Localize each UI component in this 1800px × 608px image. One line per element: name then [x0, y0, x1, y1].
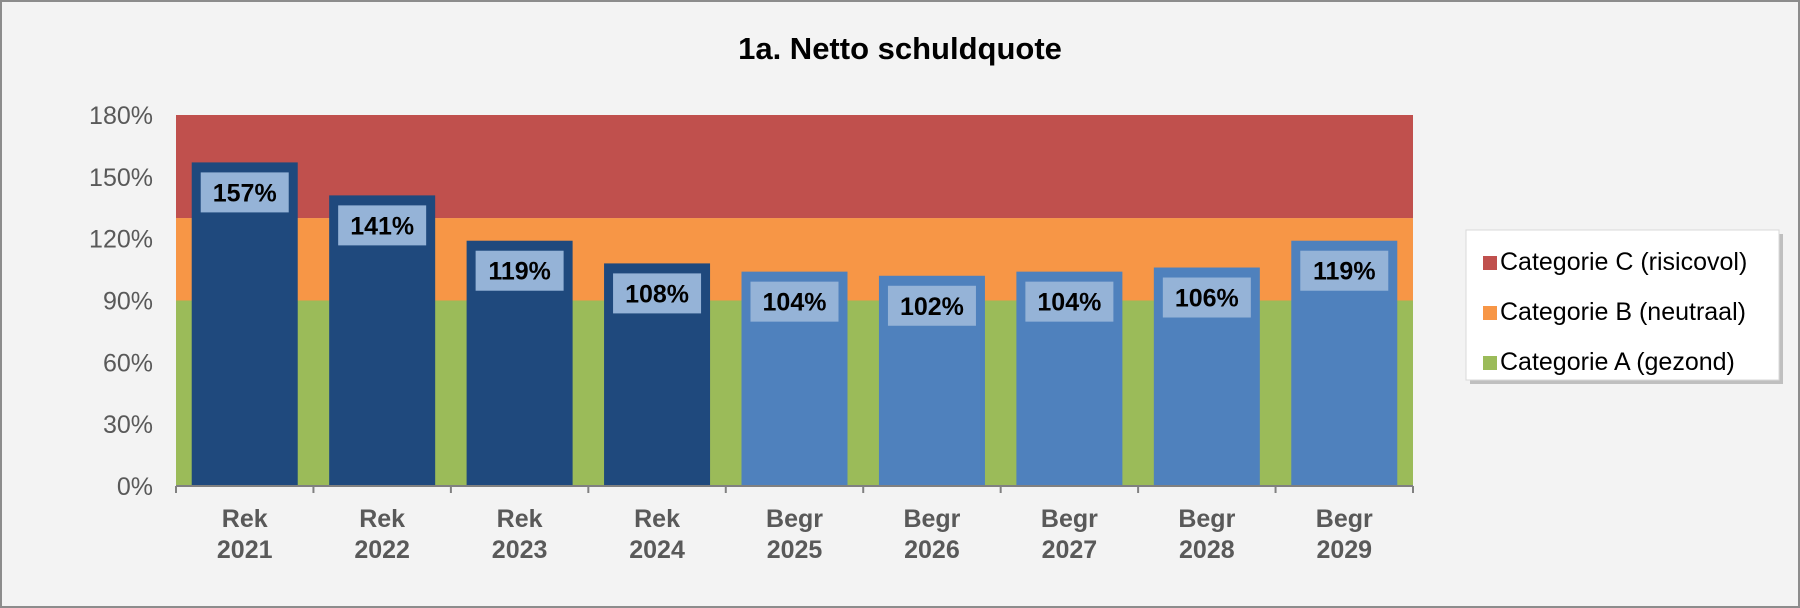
legend-box	[1465, 229, 1780, 381]
data-label-box-4	[613, 273, 702, 314]
y-tick-label: 0%	[117, 473, 153, 501]
chart-title: 1a. Netto schuldquote	[738, 31, 1062, 66]
data-label-8: 106%	[1175, 285, 1239, 313]
legend-label-2: Categorie B (neutraal)	[1500, 298, 1746, 326]
data-label-9: 119%	[1313, 258, 1376, 286]
x-tick-label: Begr 2027	[1041, 505, 1098, 564]
bars: 157% 141% 119% 108% 104% 102% 104% 106% 119%	[191, 162, 1398, 486]
data-label-box-1	[200, 172, 289, 213]
data-label-1: 157%	[213, 179, 277, 207]
data-label-box-2	[338, 205, 427, 246]
legend-swatch-1	[1483, 256, 1497, 270]
data-label-box-9	[1300, 250, 1389, 291]
legend-swatch-2	[1483, 306, 1497, 320]
data-label-box-7	[1025, 281, 1114, 322]
x-tick-label: Rek 2023	[492, 505, 548, 564]
x-tick-label: Rek 2022	[354, 505, 410, 564]
y-tick-label: 150%	[89, 164, 153, 192]
data-label-7: 104%	[1037, 289, 1101, 317]
data-label-2: 141%	[350, 212, 414, 240]
data-label-6: 102%	[900, 293, 964, 321]
y-tick-label: 60%	[103, 349, 153, 377]
data-label-box-5	[750, 281, 839, 322]
y-tick-label: 120%	[89, 226, 153, 254]
data-label-3: 119%	[488, 258, 551, 286]
x-tick-label: Begr 2028	[1178, 505, 1235, 564]
y-tick-label: 90%	[103, 288, 153, 316]
x-tick-label: Rek 2021	[217, 505, 273, 564]
data-label-4: 108%	[625, 280, 689, 308]
bar-1	[191, 162, 298, 486]
legend-label-1: Categorie C (risicovol)	[1500, 248, 1747, 276]
data-label-box-8	[1162, 277, 1251, 318]
data-label-box-3	[475, 250, 564, 291]
data-label-box-6	[887, 285, 976, 326]
x-tick-label: Begr 2025	[766, 505, 823, 564]
y-tick-label: 180%	[89, 102, 153, 130]
x-tick-label: Begr 2029	[1316, 505, 1373, 564]
axes: 0% 30% 60% 90% 120% 150% 180% Rek 2021 Rek 2022 Rek…	[89, 102, 1414, 564]
legend: Categorie C (risicovol) Categorie B (neut…	[1465, 229, 1783, 384]
legend-swatch-3	[1483, 356, 1497, 370]
legend-label-3: Categorie A (gezond)	[1500, 348, 1735, 376]
data-label-5: 104%	[763, 289, 827, 317]
y-tick-label: 30%	[103, 411, 153, 439]
x-tick-label: Rek 2024	[629, 505, 685, 564]
x-tick-label: Begr 2026	[903, 505, 960, 564]
